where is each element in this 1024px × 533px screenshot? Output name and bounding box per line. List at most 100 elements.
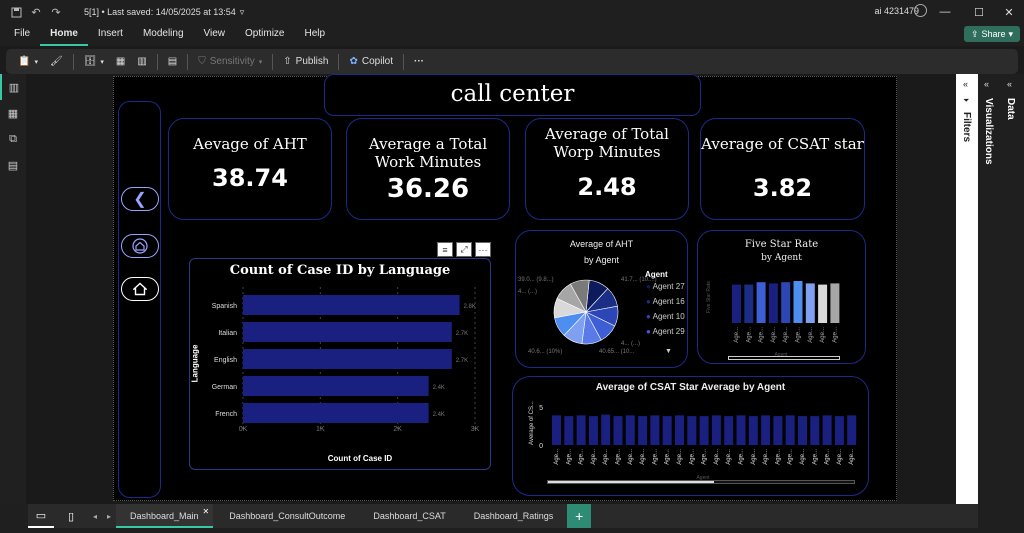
collapse-icon[interactable]: «: [963, 79, 969, 89]
bar: [243, 376, 429, 396]
menu-file[interactable]: File: [14, 28, 31, 39]
bar: [711, 415, 721, 445]
excel-button[interactable]: ▦: [110, 52, 131, 72]
close-icon[interactable]: ✕: [1004, 6, 1014, 19]
y-tick-label: German: [212, 384, 237, 391]
tab-dashboard-consultoutcome[interactable]: Dashboard_ConsultOutcome: [229, 511, 346, 521]
ribbon-divider: [156, 53, 158, 70]
bar: [818, 284, 828, 323]
table-view-icon[interactable]: ▦: [7, 107, 19, 120]
copilot-button[interactable]: ✿ Copilot: [343, 52, 399, 72]
bar: [650, 415, 660, 445]
ribbon-divider: [187, 53, 189, 70]
filter-icon[interactable]: ≡: [437, 242, 453, 257]
calculator-icon: ▤: [167, 56, 178, 67]
legend-scroll-down-icon[interactable]: ▼: [665, 348, 672, 355]
back-button[interactable]: ❮: [121, 187, 159, 211]
x-tick-label: Age...: [652, 449, 658, 465]
x-tick-label: Age...: [775, 449, 781, 465]
tab-dashboard-main[interactable]: Dashboard_Main: [116, 504, 213, 528]
bar: [756, 282, 766, 323]
calculator-button[interactable]: ▤: [162, 52, 183, 72]
legend-dot: ●: [646, 282, 651, 291]
minimize-icon[interactable]: —: [939, 6, 951, 18]
model-view-icon[interactable]: ⧉: [9, 132, 17, 145]
kpi-value: 2.48: [577, 173, 637, 201]
filters-pane[interactable]: « ⏷ Filters: [956, 74, 978, 504]
undo-icon[interactable]: ↶: [31, 6, 41, 19]
x-tick-label: Age...: [628, 449, 634, 465]
focus-mode-icon[interactable]: ⤢: [456, 242, 472, 257]
legend-item[interactable]: ● Agent 16: [646, 297, 685, 306]
prev-page-icon[interactable]: ◂: [92, 511, 97, 521]
scrollbar-thumb[interactable]: [548, 481, 714, 483]
home-button[interactable]: [121, 277, 159, 301]
tab-dashboard-csat[interactable]: Dashboard_CSAT: [373, 511, 446, 521]
menu-optimize[interactable]: Optimize: [245, 28, 285, 39]
sensitivity-button[interactable]: ⛉ Sensitivity ▾: [192, 52, 268, 72]
add-page-button[interactable]: +: [567, 504, 592, 528]
report-view-icon[interactable]: ▥: [0, 74, 26, 100]
dax-view-icon[interactable]: ▤: [7, 159, 19, 172]
bar: [834, 416, 844, 445]
language-chart-card[interactable]: Count of Case ID by Language 0K 1K 2K 3K Spa…: [189, 258, 491, 470]
menu-insert[interactable]: Insert: [97, 28, 123, 39]
user-name[interactable]: ai 4231479: [874, 6, 919, 16]
tab-dashboard-ratings[interactable]: Dashboard_Ratings: [473, 511, 554, 521]
x-tick-label: Age...: [812, 449, 818, 465]
mobile-view-icon[interactable]: ▯: [67, 510, 75, 523]
kpi-card-total-work[interactable]: Average a Total Work Minutes 36.26: [346, 118, 510, 220]
y-axis-label: Language: [190, 344, 200, 383]
x-tick-label: Age...: [808, 327, 814, 343]
x-tick-label: 0K: [239, 426, 248, 433]
close-tab-icon[interactable]: ✕: [202, 506, 210, 516]
menu-help[interactable]: Help: [304, 28, 326, 39]
new-visual-button[interactable]: ▥: [131, 52, 152, 72]
visualizations-pane[interactable]: « Visualizations: [978, 74, 1000, 504]
share-button[interactable]: ⇪ Share ▾: [964, 26, 1020, 42]
get-data-button[interactable]: 🗄 ▾: [78, 52, 110, 72]
x-tick-label: Age...: [603, 449, 609, 465]
scrollbar[interactable]: [547, 480, 855, 484]
publish-button[interactable]: ⇧ Publish: [277, 52, 334, 72]
paste-button[interactable]: 📋 ▾: [12, 52, 44, 72]
avatar[interactable]: [914, 4, 927, 17]
collapse-icon[interactable]: «: [1007, 79, 1013, 89]
format-painter-button[interactable]: 🖌: [44, 52, 69, 72]
save-icon[interactable]: [6, 2, 26, 22]
chart-title: Average of AHT: [569, 239, 634, 249]
collapse-icon[interactable]: «: [984, 79, 990, 89]
kpi-card-csat[interactable]: Average of CSAT star 3.82: [700, 118, 865, 220]
legend-item[interactable]: ● Agent 29: [646, 327, 685, 336]
maximize-icon[interactable]: ☐: [974, 6, 984, 19]
x-tick-label: Age...: [702, 449, 708, 465]
legend-item[interactable]: ● Agent 27: [646, 282, 685, 291]
csat-agent-card[interactable]: Average of CSAT Star Average by Agent Av…: [512, 376, 869, 496]
redo-icon[interactable]: ↷: [51, 6, 61, 19]
bar: [564, 416, 574, 445]
more-options-icon[interactable]: ···: [475, 242, 491, 257]
next-page-icon[interactable]: ▸: [106, 511, 111, 521]
legend-label: Agent 29: [652, 327, 685, 336]
nav-home-button[interactable]: [121, 234, 159, 258]
five-star-card[interactable]: Five Star Rate by Agent Five Star Rate Ag…: [697, 230, 866, 364]
kpi-card-worp[interactable]: Average of Total Worp Minutes 2.48: [525, 118, 689, 220]
desktop-view-icon[interactable]: ▭: [28, 504, 54, 528]
menu-view[interactable]: View: [203, 28, 226, 39]
x-tick-label: Age...: [800, 449, 806, 465]
chevron-down-icon[interactable]: ▿: [239, 6, 245, 17]
menu-home[interactable]: Home: [40, 24, 88, 46]
data-pane[interactable]: « Data: [1000, 74, 1024, 504]
data-label: 2.7K: [456, 358, 468, 364]
bar: [576, 415, 586, 445]
database-icon: 🗄: [83, 56, 97, 67]
kpi-card-aht[interactable]: Aevage of AHT 38.74: [168, 118, 332, 220]
menu-modeling[interactable]: Modeling: [142, 28, 184, 39]
aht-pie-card[interactable]: Average of AHT by Agent 39.0... (9.8...)…: [515, 230, 688, 368]
legend-item[interactable]: ● Agent 10: [646, 312, 685, 321]
scrollbar[interactable]: [728, 356, 840, 360]
more-options-button[interactable]: ···: [414, 56, 425, 67]
document-title[interactable]: 5[1] • Last saved: 14/05/2025 at 13:54: [84, 7, 236, 17]
data-label: 2.7K: [456, 331, 468, 337]
excel-icon: ▦: [115, 56, 126, 67]
